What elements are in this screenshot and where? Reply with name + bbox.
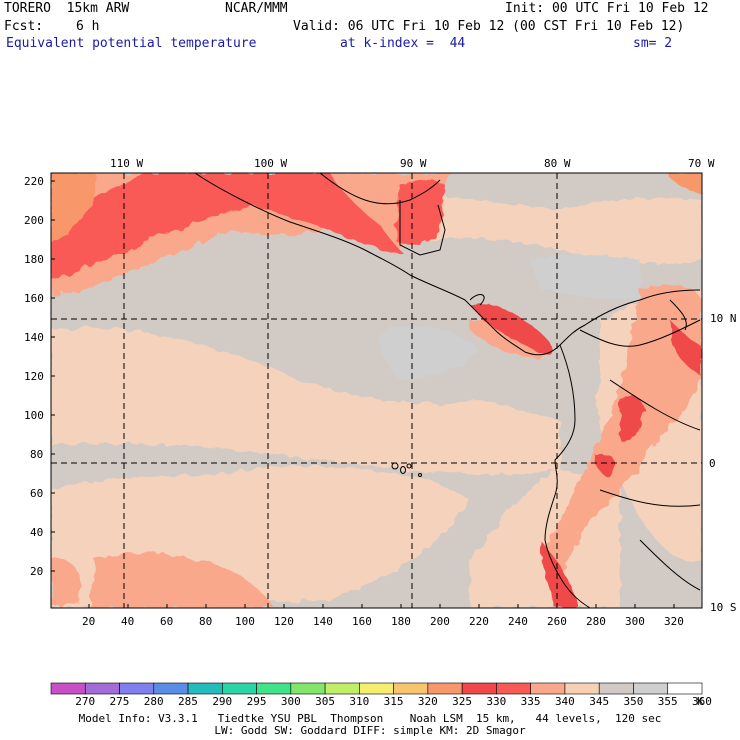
- y-tick-label: 180: [24, 253, 44, 266]
- colorbar-swatch: [496, 682, 531, 695]
- x-tick-label: 220: [469, 615, 489, 628]
- lon-label-80w: 80 W: [544, 157, 571, 170]
- colorbar-level-label: 300: [280, 695, 301, 708]
- lon-label-70w: 70 W: [688, 157, 715, 170]
- x-tick-label: 300: [625, 615, 645, 628]
- colorbar-level-label: 275: [109, 695, 130, 708]
- y-tick-label: 140: [24, 331, 44, 344]
- colorbar-swatch: [153, 682, 189, 695]
- lon-label-110w: 110 W: [110, 157, 144, 170]
- lat-label-10s: 10 S: [710, 601, 737, 614]
- x-tick-label: 200: [430, 615, 450, 628]
- physics-info: LW: Godd SW: Goddard DIFF: simple KM: 2D…: [214, 724, 526, 737]
- y-tick-label: 220: [24, 175, 44, 188]
- axis-ticks: [51, 180, 675, 608]
- field-shading: [51, 173, 702, 608]
- model-info: Model Info: V3.3.1 Tiedtke YSU PBL Thomp…: [78, 712, 662, 725]
- colorbar-level-label: 345: [589, 695, 610, 708]
- x-tick-label: 240: [508, 615, 528, 628]
- x-tick-label: 20: [82, 615, 96, 628]
- init-time: Init: 00 UTC Fri 10 Feb 12: [505, 1, 709, 16]
- colorbar-swatch: [119, 682, 155, 695]
- colorbar-level-label: 315: [383, 695, 404, 708]
- colorbar-swatch: [598, 682, 634, 695]
- lat-label-10n: 10 N: [710, 312, 737, 325]
- colorbar-level-label: 360: [692, 695, 712, 708]
- colorbar-level-label: 295: [246, 695, 267, 708]
- colorbar-swatch: [564, 682, 600, 695]
- colorbar-swatch: [427, 682, 463, 695]
- valid-time: Valid: 06 UTC Fri 10 Feb 12 (00 CST Fri …: [293, 19, 685, 34]
- lat-lon-grid: [51, 173, 702, 608]
- colorbar-level-label: 280: [143, 695, 164, 708]
- x-tick-label: 320: [664, 615, 684, 628]
- x-tick-label: 120: [274, 615, 294, 628]
- colorbar: [50, 682, 703, 695]
- colorbar-level-label: 305: [315, 695, 335, 708]
- colorbar-level-label: 285: [178, 695, 198, 708]
- lon-label-100w: 100 W: [254, 157, 288, 170]
- colorbar-swatch: [256, 682, 292, 695]
- colorbar-swatch: [324, 682, 360, 695]
- x-tick-label: 280: [586, 615, 606, 628]
- x-tick-label: 100: [235, 615, 255, 628]
- level-label: at k-index = 44: [340, 36, 466, 51]
- model-title: TORERO 15km ARW: [4, 1, 130, 16]
- colorbar-swatch: [393, 682, 429, 695]
- colorbar-level-label: 270: [75, 695, 96, 708]
- x-tick-label: 140: [313, 615, 333, 628]
- x-tick-label: 160: [352, 615, 372, 628]
- y-tick-label: 100: [24, 409, 44, 422]
- colorbar-swatch: [84, 682, 120, 695]
- colorbar-swatch: [187, 682, 223, 695]
- y-tick-label: 20: [30, 565, 44, 578]
- colorbar-unit: K: [697, 695, 704, 708]
- colorbar-level-label: 350: [623, 695, 644, 708]
- x-tick-label: 180: [391, 615, 411, 628]
- x-tick-label: 60: [160, 615, 174, 628]
- colorbar-swatch: [461, 682, 497, 695]
- colorbar-level-label: 320: [417, 695, 438, 708]
- smoothing-label: sm= 2: [633, 36, 673, 51]
- colorbar-level-label: 335: [520, 695, 541, 708]
- y-tick-label: 120: [24, 370, 44, 383]
- y-tick-label: 160: [24, 292, 44, 305]
- org-label: NCAR/MMM: [225, 1, 288, 16]
- colorbar-level-label: 340: [554, 695, 575, 708]
- lon-label-90w: 90 W: [400, 157, 427, 170]
- y-tick-label: 40: [30, 526, 44, 539]
- colorbar-level-label: 330: [486, 695, 507, 708]
- y-tick-label: 200: [24, 214, 44, 227]
- colorbar-swatch: [222, 682, 257, 695]
- colorbar-swatch: [530, 682, 566, 695]
- colorbar-level-label: 355: [657, 695, 678, 708]
- y-tick-label: 80: [30, 448, 44, 461]
- forecast-label: Fcst:: [4, 19, 44, 34]
- y-tick-label: 60: [30, 487, 44, 500]
- colorbar-swatch: [633, 682, 669, 695]
- x-tick-label: 40: [121, 615, 135, 628]
- colorbar-swatch: [50, 682, 86, 695]
- colorbar-swatch: [290, 682, 326, 695]
- x-tick-label: 80: [199, 615, 213, 628]
- forecast-hours: 6 h: [76, 19, 100, 34]
- colorbar-level-label: 290: [212, 695, 233, 708]
- colorbar-level-label: 310: [349, 695, 370, 708]
- map-frame: [50, 172, 703, 609]
- colorbar-swatch: [359, 682, 394, 695]
- field-name: Equivalent potential temperature: [6, 36, 257, 51]
- x-tick-label: 260: [547, 615, 567, 628]
- colorbar-swatch: [667, 682, 703, 695]
- colorbar-level-label: 325: [452, 695, 473, 708]
- lat-label-0: 0: [709, 457, 716, 470]
